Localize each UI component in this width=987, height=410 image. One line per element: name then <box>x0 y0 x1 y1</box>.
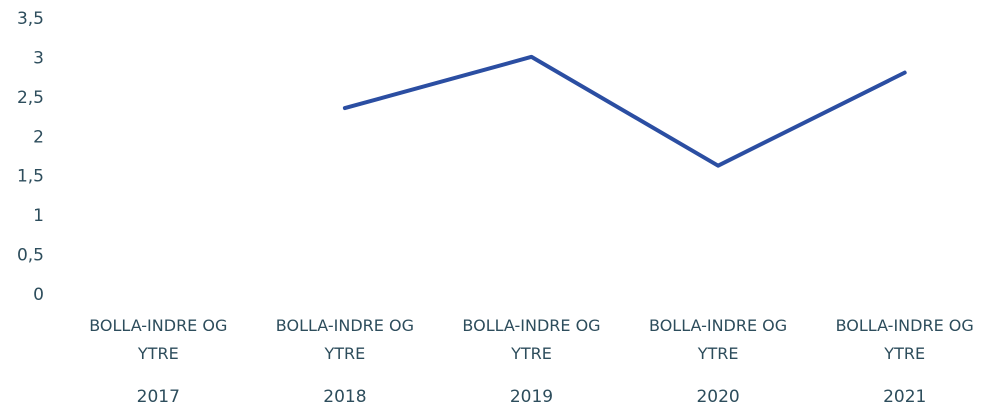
x-tick-label: 2020 <box>696 387 739 407</box>
x-group-label: BOLLA-INDRE OG YTRE <box>835 316 974 363</box>
y-tick-label: 1 <box>33 206 44 226</box>
x-tick-label: 2017 <box>137 387 180 407</box>
y-tick-label: 0 <box>33 285 44 305</box>
y-tick-label: 3,5 <box>17 9 44 29</box>
y-tick-label: 1,5 <box>17 167 44 187</box>
y-tick-label: 3 <box>33 48 44 68</box>
x-tick-label: 2021 <box>883 387 926 407</box>
x-group-label: BOLLA-INDRE OG YTRE <box>462 316 601 363</box>
y-tick-label: 0,5 <box>17 246 44 266</box>
y-tick-label: 2,5 <box>17 88 44 108</box>
x-group-label: BOLLA-INDRE OG YTRE <box>89 316 228 363</box>
x-tick-label: 2019 <box>510 387 553 407</box>
x-tick-label: 2018 <box>323 387 366 407</box>
x-group-label: BOLLA-INDRE OG YTRE <box>649 316 788 363</box>
line <box>342 54 907 168</box>
y-tick-label: 2 <box>33 127 44 147</box>
x-group-label: BOLLA-INDRE OG YTRE <box>275 316 414 363</box>
